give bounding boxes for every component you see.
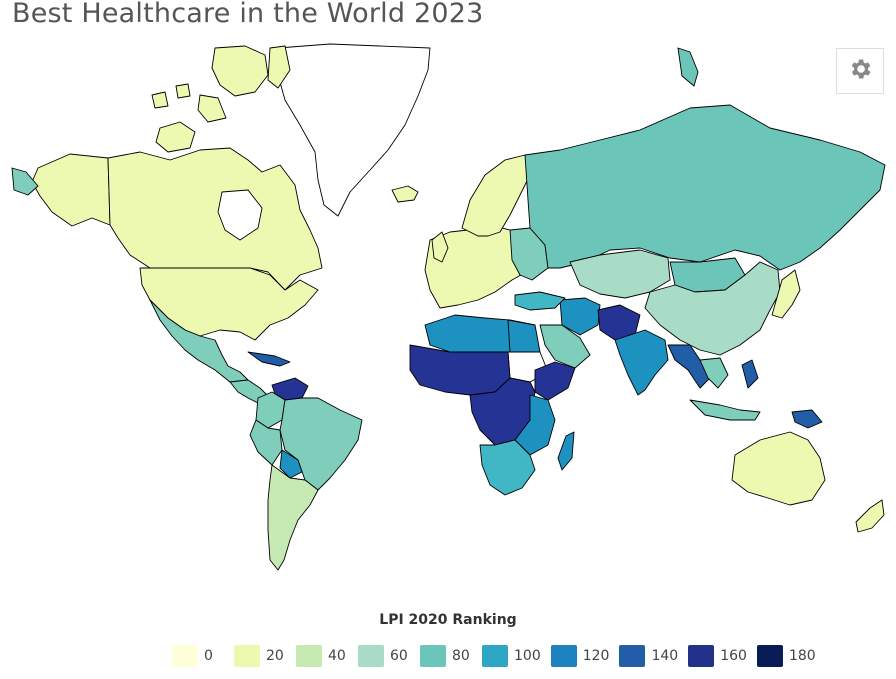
legend-label: 180: [788, 648, 816, 664]
region-egypt[interactable]: [507, 319, 541, 353]
region-scandinavia[interactable]: [461, 154, 531, 237]
region-canada-islands[interactable]: [151, 45, 291, 153]
region-kamchatka[interactable]: [677, 47, 699, 87]
region-east-africa[interactable]: [514, 394, 556, 456]
world-map[interactable]: [0, 40, 896, 600]
region-philippines[interactable]: [741, 359, 759, 389]
legend-label: 0: [204, 648, 213, 664]
legend-swatch: [756, 645, 783, 667]
region-japan[interactable]: [771, 269, 801, 319]
legend-item: 180: [756, 645, 816, 667]
legend-title: LPI 2020 Ranking: [379, 612, 517, 628]
region-turkey[interactable]: [514, 291, 566, 311]
legend-swatch: [420, 645, 446, 667]
region-madagascar[interactable]: [557, 431, 575, 471]
gear-icon: [847, 56, 873, 86]
legend-item: 140: [619, 645, 678, 667]
region-alaska[interactable]: [31, 153, 111, 227]
region-uk[interactable]: [431, 231, 449, 263]
legend-item: 100: [482, 645, 541, 667]
region-hudson-bay[interactable]: [217, 189, 263, 241]
legend: 0 20 40 60 80 100 120 140 160 180: [172, 645, 826, 667]
region-png[interactable]: [791, 409, 823, 429]
legend-label: 80: [452, 648, 470, 664]
region-peru[interactable]: [249, 419, 283, 466]
region-southeast-asia[interactable]: [667, 344, 711, 389]
region-new-zealand[interactable]: [855, 499, 885, 533]
region-caribbean[interactable]: [247, 351, 291, 367]
legend-item: 60: [358, 645, 410, 667]
region-india[interactable]: [614, 329, 669, 396]
legend-swatch: [482, 645, 508, 667]
legend-swatch: [358, 645, 384, 667]
legend-swatch: [688, 645, 715, 667]
region-argentina[interactable]: [267, 464, 319, 571]
legend-swatch: [619, 645, 646, 667]
legend-label: 100: [514, 648, 541, 664]
legend-label: 40: [328, 648, 346, 664]
legend-item: 0: [172, 645, 224, 667]
region-horn-of-africa[interactable]: [534, 361, 576, 401]
region-thailand[interactable]: [699, 357, 729, 389]
legend-item: 80: [420, 645, 472, 667]
legend-swatch: [172, 645, 198, 667]
page-title: Best Healthcare in the World 2023: [12, 0, 484, 29]
legend-item: 120: [550, 645, 610, 667]
region-kazakhstan[interactable]: [569, 249, 671, 299]
legend-swatch: [234, 645, 260, 667]
region-sahel[interactable]: [409, 344, 511, 396]
region-mexico[interactable]: [149, 299, 249, 383]
region-australia[interactable]: [731, 431, 826, 506]
region-iceland[interactable]: [391, 185, 419, 203]
region-saudi-arabia[interactable]: [539, 324, 591, 369]
region-russia[interactable]: [524, 104, 886, 271]
legend-item: 20: [234, 645, 286, 667]
legend-label: 20: [266, 648, 284, 664]
legend-swatch: [550, 645, 577, 667]
region-china[interactable]: [644, 261, 781, 356]
legend-label: 60: [390, 648, 408, 664]
region-greenland[interactable]: [277, 43, 431, 217]
legend-swatch: [296, 645, 322, 667]
region-aleutians[interactable]: [11, 167, 39, 196]
legend-item: 40: [296, 645, 348, 667]
legend-label: 160: [720, 648, 747, 664]
legend-item: 160: [688, 645, 747, 667]
legend-label: 120: [582, 648, 610, 664]
settings-button[interactable]: [836, 48, 884, 94]
region-bolivia[interactable]: [279, 449, 303, 479]
legend-label: 140: [651, 648, 679, 664]
region-indonesia[interactable]: [689, 399, 761, 421]
region-southern-africa[interactable]: [479, 439, 536, 496]
